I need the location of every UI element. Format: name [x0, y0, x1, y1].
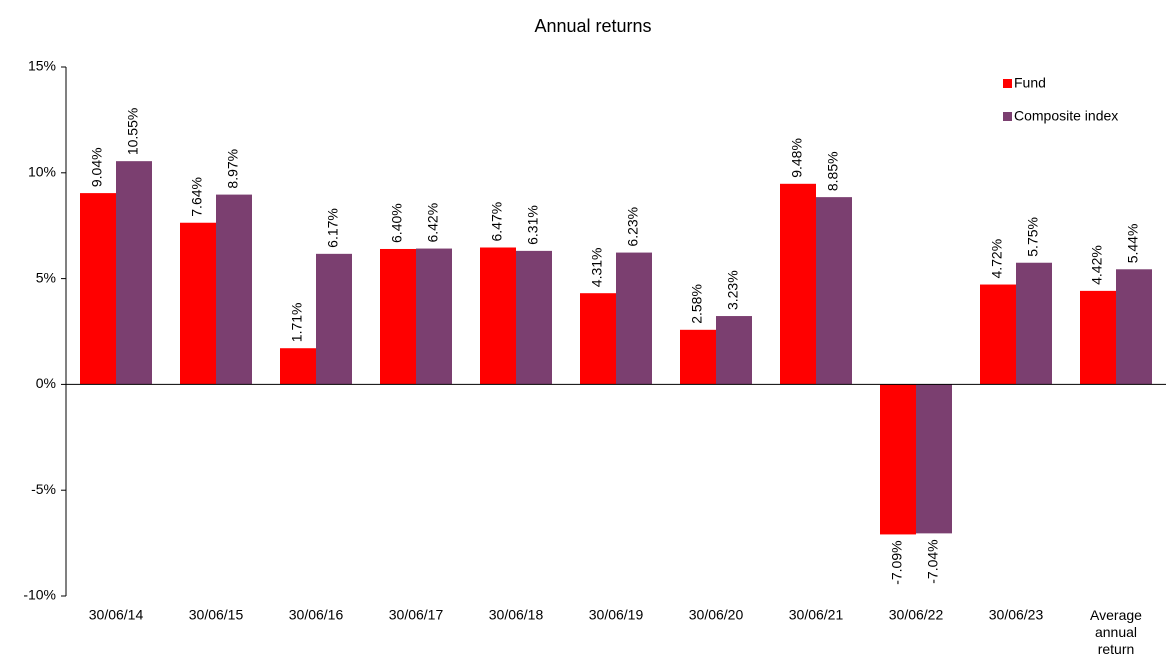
- bar: [680, 329, 716, 385]
- bar: [316, 253, 352, 385]
- bar: [416, 248, 452, 385]
- x-tick-label: Average annual return: [1090, 607, 1142, 657]
- value-label: 5.75%: [1025, 217, 1041, 257]
- legend-label: Composite index: [1014, 108, 1118, 124]
- y-tick-label: 5%: [36, 269, 56, 285]
- value-label: 4.42%: [1089, 245, 1105, 285]
- x-tick-label: 30/06/21: [789, 607, 844, 623]
- legend-swatch: [1003, 79, 1012, 88]
- value-label: 9.48%: [789, 138, 805, 178]
- x-tick-label: 30/06/19: [589, 607, 644, 623]
- y-tick-label: 15%: [28, 58, 56, 74]
- value-label: 6.31%: [525, 205, 541, 245]
- value-label: 6.17%: [325, 208, 341, 248]
- value-label: 6.42%: [425, 203, 441, 243]
- value-label: 6.47%: [489, 202, 505, 242]
- value-label: 9.04%: [89, 147, 105, 187]
- chart-title: Annual returns: [534, 16, 651, 36]
- y-tick-label: -5%: [31, 481, 56, 497]
- bar: [980, 284, 1016, 385]
- bar: [616, 252, 652, 385]
- value-label: 6.23%: [625, 207, 641, 247]
- bar: [516, 250, 552, 385]
- bar: [80, 193, 116, 385]
- value-label: 1.71%: [289, 303, 305, 343]
- x-tick-label: 30/06/17: [389, 607, 444, 623]
- legend-label: Fund: [1014, 75, 1046, 91]
- bar: [180, 222, 216, 385]
- x-tick-label: 30/06/18: [489, 607, 544, 623]
- value-label: 2.58%: [689, 284, 705, 324]
- bar: [816, 197, 852, 385]
- value-label: 4.31%: [589, 247, 605, 287]
- y-tick-label: 10%: [28, 164, 56, 180]
- x-tick-label: 30/06/16: [289, 607, 344, 623]
- value-label: 7.64%: [189, 177, 205, 217]
- bar: [216, 194, 252, 385]
- value-label: 10.55%: [125, 108, 141, 155]
- x-tick-label: 30/06/23: [989, 607, 1044, 623]
- bar: [1116, 269, 1152, 385]
- value-label: 3.23%: [725, 270, 741, 310]
- value-label: 8.97%: [225, 149, 241, 189]
- value-label: -7.09%: [889, 540, 905, 584]
- bar: [780, 183, 816, 385]
- bar: [916, 384, 952, 534]
- x-tick-label: 30/06/14: [89, 607, 144, 623]
- bar: [380, 248, 416, 385]
- value-label: 4.72%: [989, 239, 1005, 279]
- bar: [116, 161, 152, 385]
- bar: [580, 293, 616, 385]
- bar: [716, 316, 752, 385]
- x-tick-label: 30/06/22: [889, 607, 944, 623]
- bar: [280, 348, 316, 385]
- bar: [480, 247, 516, 385]
- bar: [880, 384, 916, 535]
- value-label: 6.40%: [389, 203, 405, 243]
- bar: [1080, 290, 1116, 385]
- value-label: 8.85%: [825, 151, 841, 191]
- x-tick-label: 30/06/20: [689, 607, 744, 623]
- value-label: -7.04%: [925, 539, 941, 583]
- x-tick-label: 30/06/15: [189, 607, 244, 623]
- legend-swatch: [1003, 112, 1012, 121]
- y-tick-label: 0%: [36, 375, 56, 391]
- bar: [1016, 262, 1052, 385]
- value-label: 5.44%: [1125, 224, 1141, 264]
- y-tick-label: -10%: [23, 587, 56, 603]
